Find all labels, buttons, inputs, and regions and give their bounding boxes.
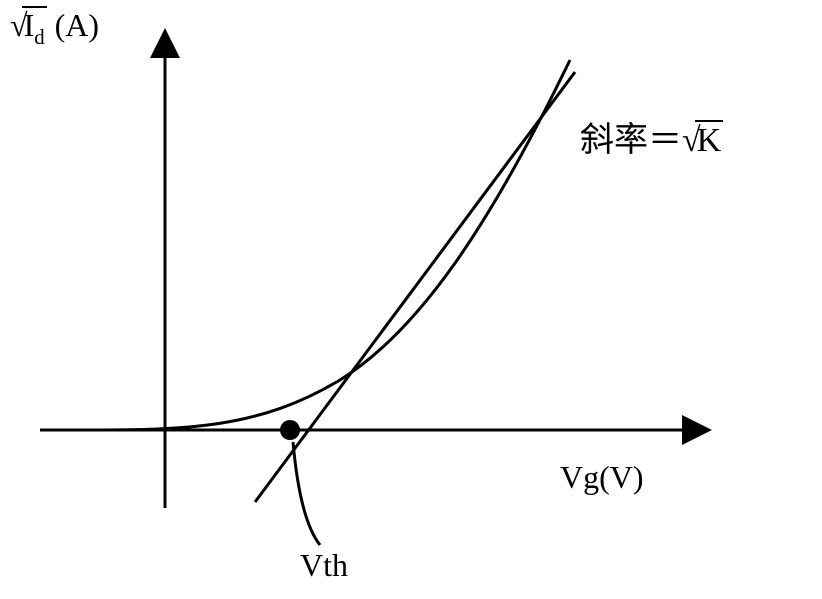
slope-radicand: K — [695, 120, 724, 159]
figure-root: { "figure": { "type": "line", "width_px"… — [0, 0, 822, 599]
id-curve — [85, 60, 570, 430]
y-axis-radicand-sub: d — [34, 26, 44, 49]
y-axis-label: √Id (A) — [10, 6, 99, 49]
plot-svg — [0, 0, 822, 599]
x-axis-label: Vg(V) — [560, 460, 644, 495]
slope-prefix: 斜率＝ — [580, 122, 682, 159]
tangent-line — [255, 72, 575, 502]
slope-label: 斜率＝ √K — [580, 120, 723, 159]
y-axis-unit: (A) — [55, 7, 99, 43]
vth-label: Vth — [300, 548, 348, 583]
vth-marker — [280, 420, 300, 440]
y-axis-radicand-base: I — [24, 7, 35, 43]
vth-callout — [293, 442, 320, 545]
